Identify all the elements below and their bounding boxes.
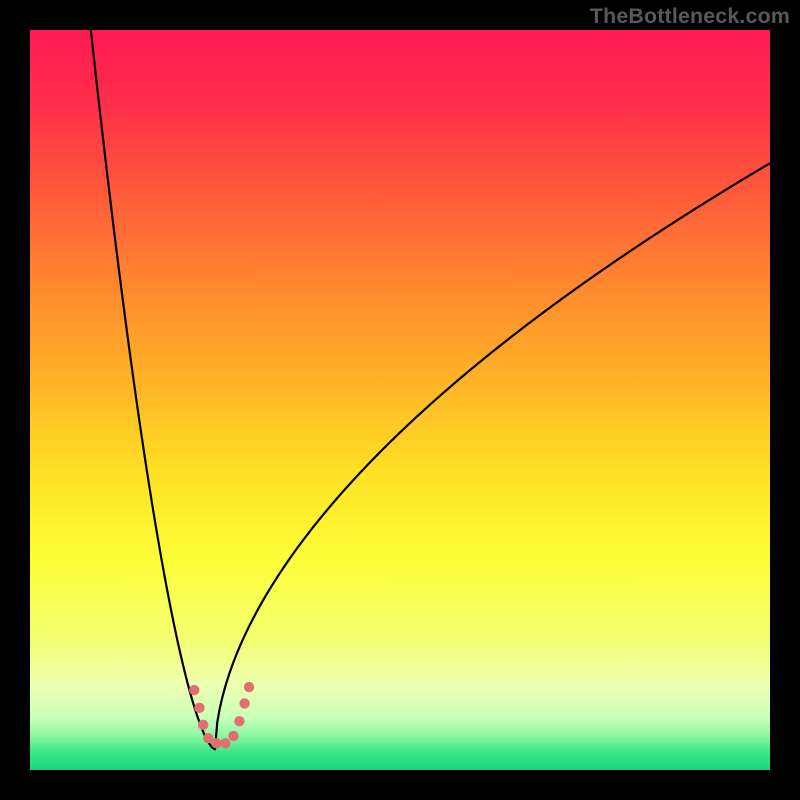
watermark-text: TheBottleneck.com	[590, 4, 790, 29]
marker-dot	[228, 731, 238, 741]
chart-frame: TheBottleneck.com	[0, 0, 800, 800]
marker-dot	[198, 720, 208, 730]
chart-svg	[30, 30, 770, 770]
marker-dot	[239, 698, 249, 708]
marker-dot	[234, 716, 244, 726]
marker-dot	[194, 703, 204, 713]
marker-dot	[189, 685, 199, 695]
marker-dot	[220, 738, 230, 748]
plot-background	[30, 30, 770, 770]
marker-dot	[244, 682, 254, 692]
marker-dot	[211, 738, 221, 748]
